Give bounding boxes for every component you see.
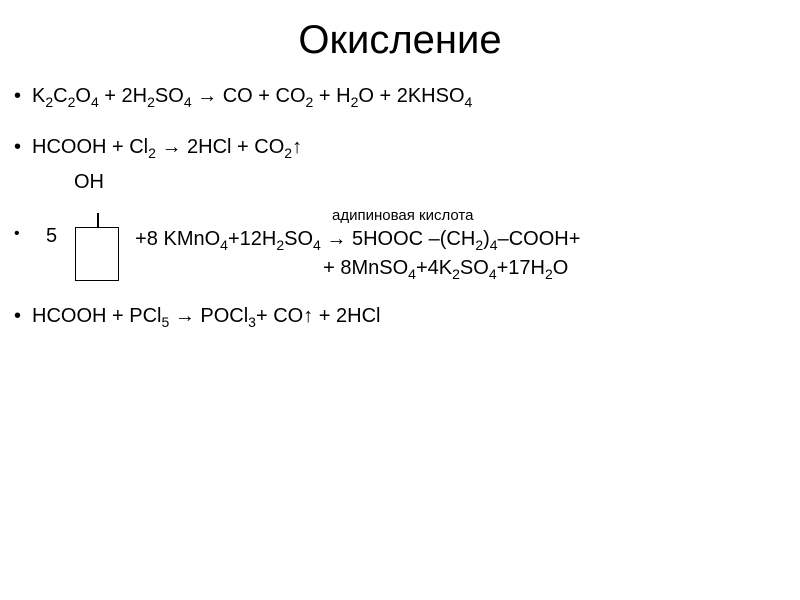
bullet-icon: • xyxy=(14,136,32,159)
bullet-icon: • xyxy=(14,305,32,328)
bullet-icon: • xyxy=(14,225,32,243)
equation-2-text: HCOOH + Cl2 → 2HCl + CO2↑ xyxy=(32,136,302,159)
slide-content: • K2C2O4 + 2H2SO4 → CO + CO2 + H2O + 2KH… xyxy=(0,85,800,328)
oh-label: OH xyxy=(74,171,104,194)
adipic-acid-label: адипиновая кислота xyxy=(332,207,473,224)
equation-1-text: K2C2O4 + 2H2SO4 → CO + CO2 + H2O + 2KHSO… xyxy=(32,85,472,108)
cyclohexanol-structure xyxy=(69,213,129,283)
equation-4: • HCOOH + PCl5 → POCl3+ CO↑ + 2HCl xyxy=(14,305,780,328)
equation-3-text: +8 KMnO4+12H2SO4 → 5HOOC –(CH2)4–COOH+ +… xyxy=(135,225,580,283)
slide-title: Окисление xyxy=(0,0,800,85)
bullet-icon: • xyxy=(14,85,32,108)
equation-4-text: HCOOH + PCl5 → POCl3+ CO↑ + 2HCl xyxy=(32,305,380,328)
equation-1: • K2C2O4 + 2H2SO4 → CO + CO2 + H2O + 2KH… xyxy=(14,85,780,108)
equation-3: OH адипиновая кислота • 5 +8 KMnO4+12H2S… xyxy=(14,169,780,283)
equation-2: • HCOOH + Cl2 → 2HCl + CO2↑ xyxy=(14,136,780,159)
coefficient-5: 5 xyxy=(32,225,57,248)
